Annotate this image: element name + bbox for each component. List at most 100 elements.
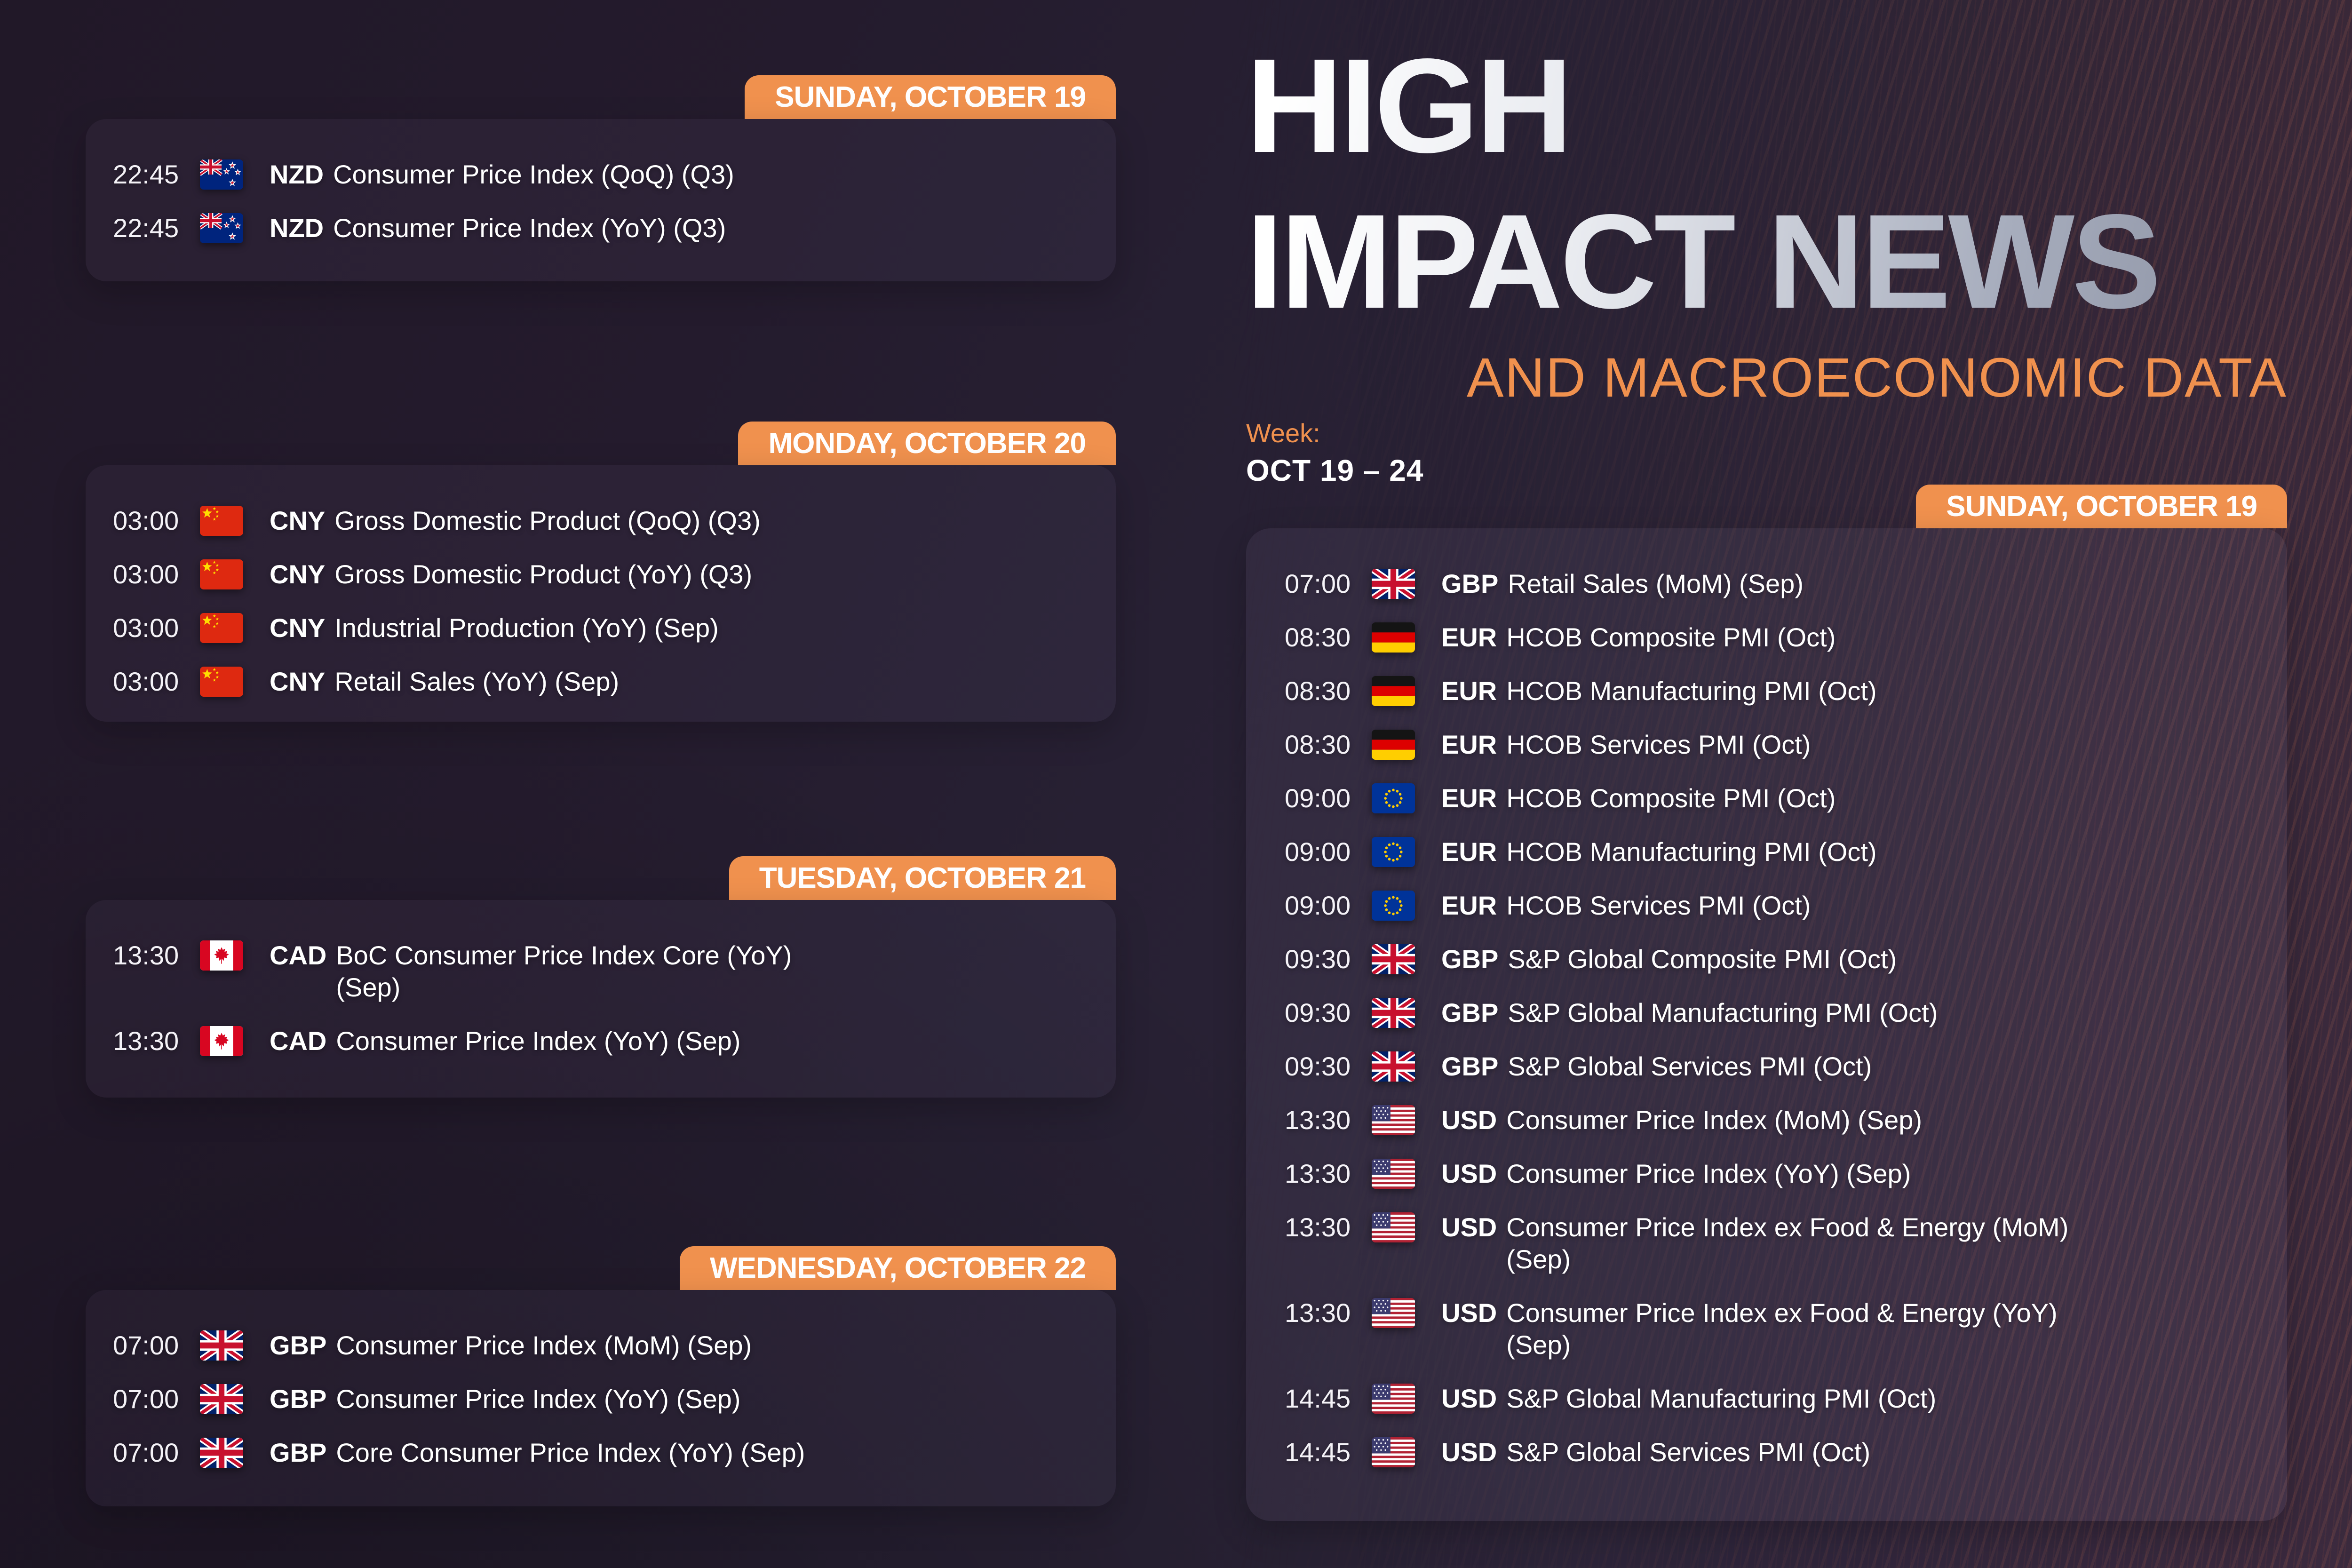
- event-time: 09:00: [1285, 783, 1351, 813]
- event-currency: GBP: [270, 1438, 327, 1467]
- uk-flag: [1372, 1051, 1415, 1082]
- event-name: HCOB Composite PMI (Oct): [1506, 622, 1836, 652]
- us-flag: [1372, 1159, 1415, 1189]
- event-row: 09:00 EUR HCOB Composite PMI (Oct): [1285, 782, 2268, 814]
- new-zealand-flag: [200, 159, 243, 190]
- eu-flag: [1372, 783, 1415, 813]
- china-flag: [200, 506, 243, 536]
- event-row: 13:30 USD Consumer Price Index ex Food & E…: [1285, 1297, 2268, 1361]
- event-row: 07:00 GBP Consumer Price Index (MoM) (Sep): [113, 1329, 1097, 1361]
- event-row: 09:30 GBP S&P Global Manufacturing PMI (Oc…: [1285, 997, 2268, 1029]
- event-row: 13:30 USD Consumer Price Index (MoM) (Sep): [1285, 1104, 2268, 1136]
- event-name: Gross Domestic Product (QoQ) (Q3): [334, 506, 761, 535]
- event-row: 14:45 USD S&P Global Manufacturing PMI (Oc…: [1285, 1383, 2268, 1415]
- section-monday: MONDAY, OCTOBER 20 03:00 CNY Gross Domesti…: [86, 422, 1116, 722]
- event-time: 07:00: [1285, 569, 1351, 598]
- event-name: HCOB Manufacturing PMI (Oct): [1506, 676, 1877, 706]
- germany-flag: [1372, 730, 1415, 760]
- event-time: 09:30: [1285, 944, 1351, 974]
- event-currency: USD: [1441, 1105, 1497, 1135]
- main-title: HIGH IMPACT NEWS: [1246, 28, 2287, 339]
- event-currency: NZD: [270, 213, 324, 243]
- event-time: 13:30: [113, 1026, 179, 1056]
- event-currency: GBP: [1441, 998, 1499, 1027]
- event-row: 03:00 CNY Gross Domestic Product (QoQ) (Q3…: [113, 505, 1097, 537]
- event-time: 03:00: [113, 506, 179, 535]
- event-row: 09:00 EUR HCOB Manufacturing PMI (Oct): [1285, 836, 2268, 868]
- china-flag: [200, 667, 243, 697]
- day-header: SUNDAY, OCTOBER 19: [1916, 485, 2287, 528]
- event-row: 07:00 GBP Retail Sales (MoM) (Sep): [1285, 568, 2268, 600]
- event-name: HCOB Manufacturing PMI (Oct): [1506, 837, 1877, 867]
- event-name: Consumer Price Index (YoY) (Q3): [333, 213, 726, 243]
- event-currency: CNY: [270, 506, 326, 535]
- event-name: Consumer Price Index (YoY) (Sep): [336, 1026, 741, 1056]
- event-currency: CAD: [270, 940, 327, 970]
- event-currency: EUR: [1441, 837, 1497, 867]
- china-flag: [200, 559, 243, 589]
- event-name: HCOB Services PMI (Oct): [1506, 730, 1811, 759]
- event-row: 03:00 CNY Gross Domestic Product (YoY) (Q3…: [113, 558, 1097, 590]
- event-time: 03:00: [113, 613, 179, 643]
- event-time: 07:00: [113, 1384, 179, 1414]
- us-flag: [1372, 1105, 1415, 1135]
- week-label: Week:: [1246, 418, 1320, 448]
- germany-flag: [1372, 622, 1415, 653]
- section-tuesday: TUESDAY, OCTOBER 21 13:30 CAD BoC Consumer…: [86, 856, 1116, 1098]
- event-row: 07:00 GBP Consumer Price Index (YoY) (Sep): [113, 1383, 1097, 1415]
- event-name: Core Consumer Price Index (YoY) (Sep): [336, 1438, 805, 1467]
- event-name: S&P Global Manufacturing PMI (Oct): [1506, 1384, 1937, 1413]
- event-currency: NZD: [270, 159, 324, 189]
- us-flag: [1372, 1298, 1415, 1328]
- event-time: 08:30: [1285, 730, 1351, 759]
- event-time: 07:00: [113, 1330, 179, 1360]
- event-row: 13:30 CAD Consumer Price Index (YoY) (Sep): [113, 1025, 1097, 1057]
- event-currency: GBP: [1441, 1051, 1499, 1081]
- event-name: Gross Domestic Product (YoY) (Q3): [334, 559, 753, 589]
- event-currency: EUR: [1441, 730, 1497, 759]
- event-time: 07:00: [113, 1438, 179, 1467]
- event-row: 09:00 EUR HCOB Services PMI (Oct): [1285, 890, 2268, 922]
- event-row: 14:45 USD S&P Global Services PMI (Oct): [1285, 1436, 2268, 1468]
- event-name: HCOB Composite PMI (Oct): [1506, 783, 1836, 813]
- day-card: 07:00 GBP Consumer Price Index (MoM) (Sep)…: [86, 1290, 1116, 1506]
- event-currency: USD: [1441, 1437, 1497, 1467]
- event-currency: CNY: [270, 613, 326, 643]
- uk-flag: [200, 1384, 243, 1414]
- uk-flag: [200, 1330, 243, 1361]
- event-currency: EUR: [1441, 783, 1497, 813]
- section-wednesday: WEDNESDAY, OCTOBER 22 07:00 GBP Consumer P…: [86, 1246, 1116, 1506]
- event-row: 22:45 NZD Consumer Price Index (YoY) (Q3): [113, 212, 1097, 244]
- us-flag: [1372, 1437, 1415, 1467]
- event-row: 03:00 CNY Retail Sales (YoY) (Sep): [113, 666, 1097, 698]
- event-time: 13:30: [1285, 1105, 1351, 1135]
- day-card: 13:30 CAD BoC Consumer Price Index Core (Y…: [86, 900, 1116, 1098]
- title-line1: HIGH: [1246, 28, 2287, 184]
- day-card: 07:00 GBP Retail Sales (MoM) (Sep) 08:30 EUR…: [1246, 528, 2287, 1521]
- event-time: 09:00: [1285, 891, 1351, 920]
- event-currency: CNY: [270, 667, 326, 696]
- title-line2: IMPACT NEWS: [1246, 184, 2287, 340]
- event-currency: EUR: [1441, 891, 1497, 920]
- event-name: Consumer Price Index (MoM) (Sep): [336, 1330, 752, 1360]
- event-row: 13:30 CAD BoC Consumer Price Index Core (Y…: [113, 939, 1097, 1003]
- event-row: 07:00 GBP Core Consumer Price Index (YoY) …: [113, 1437, 1097, 1469]
- event-name: Consumer Price Index ex Food & Energy (M…: [1506, 1212, 2069, 1274]
- event-name: S&P Global Services PMI (Oct): [1508, 1051, 1872, 1081]
- event-row: 13:30 USD Consumer Price Index (YoY) (Sep): [1285, 1158, 2268, 1190]
- event-row: 09:30 GBP S&P Global Services PMI (Oct): [1285, 1051, 2268, 1082]
- event-currency: USD: [1441, 1384, 1497, 1413]
- uk-flag: [200, 1438, 243, 1468]
- event-name: Consumer Price Index (QoQ) (Q3): [333, 159, 734, 189]
- event-time: 14:45: [1285, 1384, 1351, 1413]
- event-name: Retail Sales (MoM) (Sep): [1508, 569, 1804, 598]
- week-block: Week: OCT 19 – 24: [1246, 418, 1423, 488]
- event-currency: GBP: [1441, 569, 1499, 598]
- event-name: Industrial Production (YoY) (Sep): [334, 613, 719, 643]
- event-time: 03:00: [113, 559, 179, 589]
- event-row: 09:30 GBP S&P Global Composite PMI (Oct): [1285, 943, 2268, 975]
- event-name: BoC Consumer Price Index Core (YoY) (Sep…: [336, 940, 792, 1002]
- canada-flag: [200, 940, 243, 971]
- eu-flag: [1372, 891, 1415, 921]
- event-name: Consumer Price Index ex Food & Energy (Y…: [1506, 1298, 2058, 1360]
